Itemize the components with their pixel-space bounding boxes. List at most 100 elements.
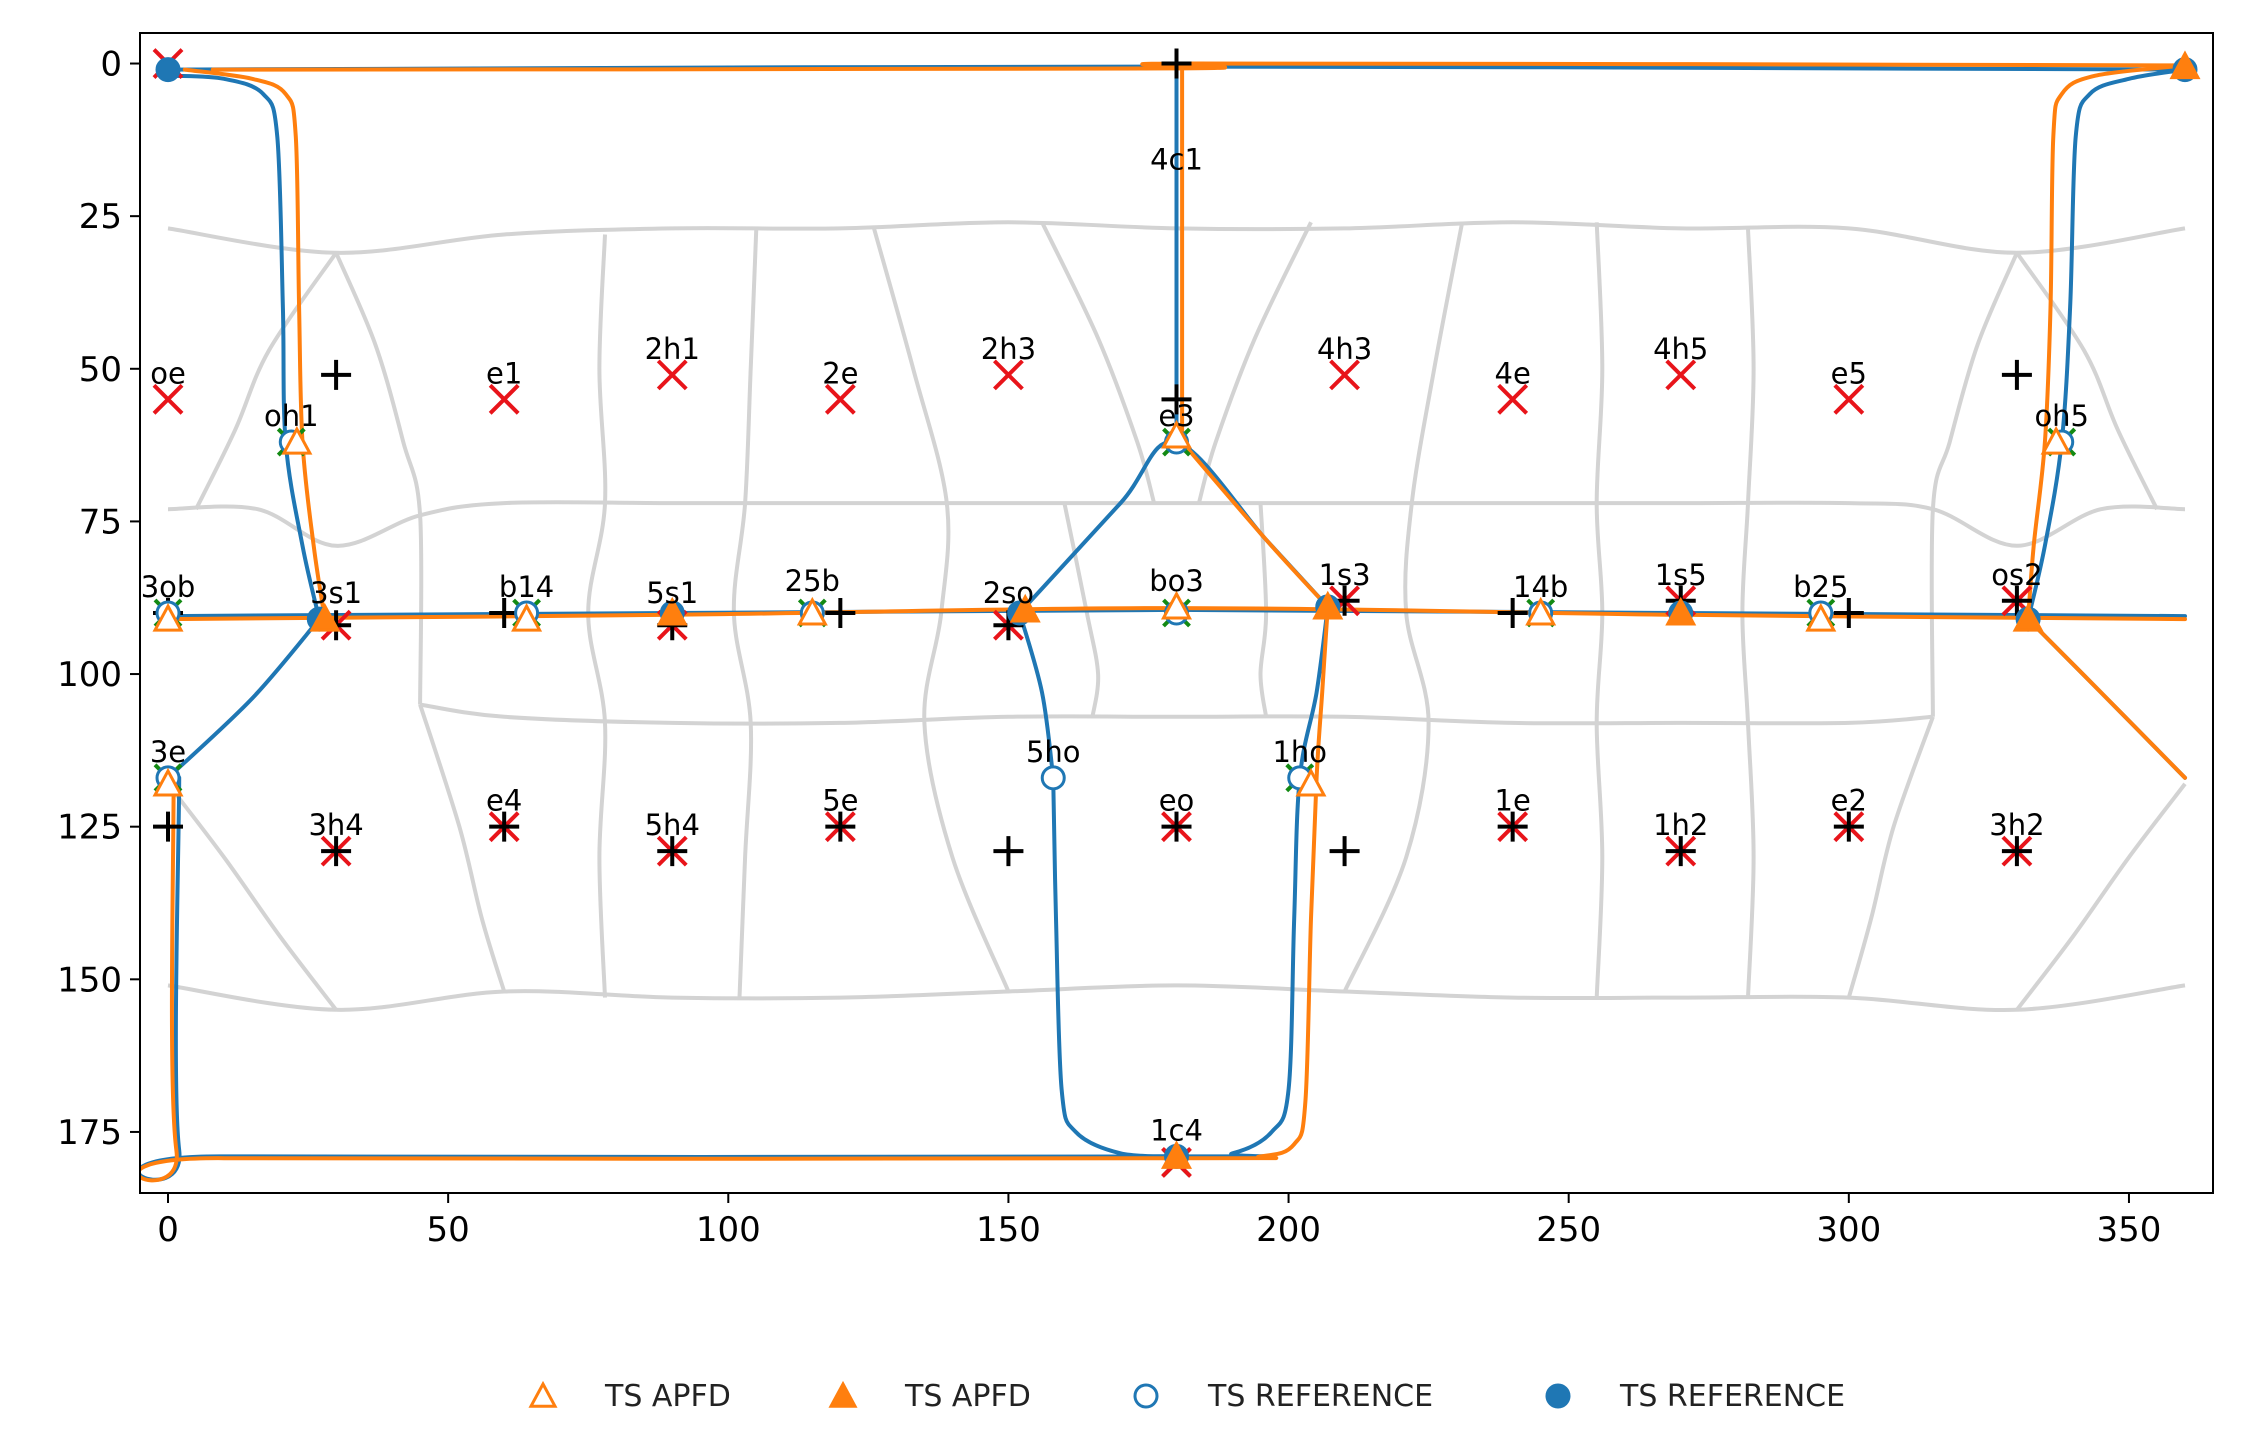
apfd-filled-marker-3 — [1312, 590, 1344, 620]
axes: 0 50 100 150 200 250 300 350 0 25 50 75 100 125 150 175 — [57, 45, 2161, 1250]
point-label-e4: e4 — [486, 784, 522, 818]
point-label-oe: oe — [150, 356, 186, 390]
y-tick-label-25: 25 — [79, 197, 122, 237]
red-x-marker-9 — [1833, 383, 1865, 415]
cell-line-v-2 — [334, 252, 424, 705]
point-label-os2: os2 — [1991, 558, 2042, 592]
cell-line-v-7 — [1846, 716, 1935, 999]
series-1-line-5 — [1180, 440, 1330, 609]
cell-line-v-6 — [418, 703, 507, 993]
series-1-line-7 — [2026, 617, 2187, 780]
apfd-filled-marker-6 — [1160, 1140, 1193, 1169]
red-x-marker-6 — [1329, 359, 1360, 391]
red-x-marker-8 — [1665, 359, 1697, 391]
legend: TS APFD TS APFD TS REFERENCE TS REFERENCE — [528, 1379, 1845, 1414]
plus-marker-7 — [1497, 598, 1528, 628]
legend-label-2: TS REFERENCE — [1207, 1379, 1433, 1414]
point-label-e1: e1 — [486, 356, 522, 390]
plot-frame — [139, 32, 2214, 1194]
apfd-filled-marker-5 — [2012, 602, 2044, 632]
legend-marker-0 — [528, 1380, 558, 1408]
legend-label-0: TS APFD — [604, 1379, 731, 1414]
x-tick-label-200: 200 — [1256, 1210, 1321, 1250]
marker-layer — [152, 48, 2201, 1178]
series-0-line-9 — [1017, 611, 1056, 780]
point-label-4h5: 4h5 — [1653, 332, 1708, 366]
apfd-open-marker-2 — [2040, 425, 2072, 455]
point-label-1s3: 1s3 — [1319, 558, 1371, 592]
red-x-marker-2 — [488, 383, 520, 415]
point-label-4c1: 4c1 — [1150, 143, 1203, 177]
point-label-b25: b25 — [1793, 570, 1848, 604]
plus-marker-15 — [153, 811, 184, 842]
apfd-open-marker-0 — [281, 425, 313, 455]
series-1-line-1 — [182, 67, 327, 622]
plus-marker-2 — [2001, 359, 2032, 390]
cell-line-v-16 — [1062, 502, 1101, 718]
point-label-3e: 3e — [150, 735, 186, 769]
plus-marker-3 — [1161, 384, 1192, 415]
red-x-marker-1 — [152, 383, 184, 415]
cell-line-v-17 — [1258, 502, 1269, 718]
y-tick-label-100: 100 — [57, 655, 122, 695]
legend-label-1: TS APFD — [904, 1379, 1031, 1414]
reference-open-marker-10 — [1040, 765, 1066, 791]
series-0-line-8 — [1051, 775, 1179, 1159]
apfd-open-marker-7 — [1525, 596, 1557, 626]
plus-marker-6 — [825, 598, 856, 628]
point-label-1s5: 1s5 — [1655, 558, 1707, 592]
apfd-filled-marker-0 — [309, 602, 341, 632]
point-label-5ho: 5ho — [1026, 735, 1081, 769]
point-label-eo: eo — [1159, 784, 1195, 818]
red-x-marker-4 — [824, 383, 856, 415]
plus-marker-1 — [321, 359, 352, 390]
point-label-e3: e3 — [1158, 399, 1194, 433]
plus-marker-18 — [489, 811, 520, 842]
cell-line-h-3 — [167, 983, 2186, 1013]
point-label-3h4: 3h4 — [308, 808, 363, 842]
plus-marker-21 — [1497, 811, 1528, 842]
point-label-2h1: 2h1 — [645, 332, 700, 366]
apfd-open-marker-10 — [1295, 767, 1327, 797]
point-label-1c4: 1c4 — [1150, 1113, 1203, 1147]
x-tick-label-50: 50 — [427, 1210, 470, 1250]
red-x-marker-5 — [993, 359, 1024, 391]
plus-marker-14 — [2001, 585, 2032, 616]
series-1-line-6 — [140, 604, 1330, 1183]
plus-marker-0 — [1161, 48, 1192, 79]
cell-line-v-0 — [194, 251, 338, 511]
point-label-b14: b14 — [499, 570, 554, 604]
apfd-filled-marker-4 — [1665, 596, 1697, 626]
point-label-3ob: 3ob — [141, 570, 196, 604]
cell-line-h-2 — [419, 702, 1934, 726]
legend-marker-1 — [828, 1380, 858, 1408]
point-label-oh5: oh5 — [2034, 399, 2089, 433]
point-label-e2: e2 — [1831, 784, 1867, 818]
legend-marker-2 — [1133, 1383, 1159, 1409]
point-label-1h2: 1h2 — [1653, 808, 1708, 842]
cell-line-h-1 — [167, 500, 2186, 548]
point-label-1ho: 1ho — [1272, 735, 1327, 769]
cell-line-v-1 — [2015, 251, 2159, 511]
y-tick-label-75: 75 — [79, 502, 122, 542]
x-tick-label-350: 350 — [2097, 1210, 2162, 1250]
plus-marker-23 — [321, 836, 352, 867]
point-label-e5: e5 — [1831, 356, 1867, 390]
apfd-filled-marker-7 — [2169, 50, 2201, 80]
cell-line-v-14 — [1040, 221, 1157, 504]
apfd-open-marker-4 — [511, 602, 543, 632]
red-x-marker-3 — [656, 359, 688, 391]
x-tick-label-150: 150 — [976, 1210, 1041, 1250]
x-tick-label-300: 300 — [1816, 1210, 1881, 1250]
plus-marker-26 — [2001, 836, 2032, 867]
point-label-2so: 2so — [983, 576, 1034, 610]
apfd-open-marker-5 — [796, 596, 828, 626]
x-tick-label-0: 0 — [157, 1210, 179, 1250]
point-label-5e: 5e — [822, 784, 858, 818]
series-0-line-7 — [140, 604, 1330, 1182]
apfd-open-marker-3 — [152, 602, 184, 632]
cell-line-v-4 — [166, 782, 338, 1012]
series-0-line-1 — [171, 73, 322, 622]
y-tick-label-150: 150 — [57, 960, 122, 1000]
